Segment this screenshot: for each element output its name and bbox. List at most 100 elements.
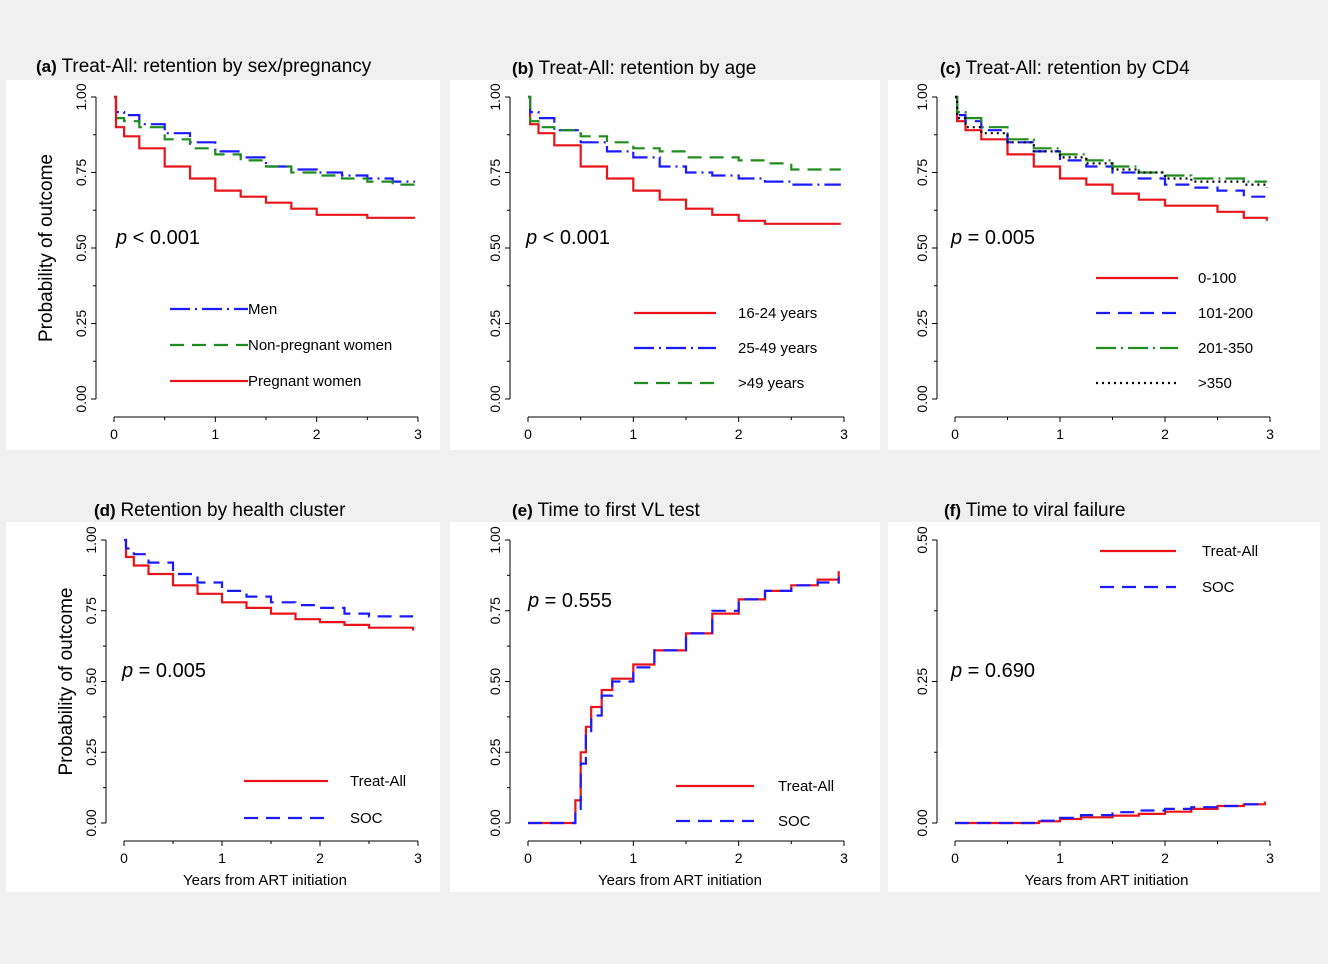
series-line-soc xyxy=(528,576,840,825)
panel-title-text: Treat-All: retention by CD4 xyxy=(966,58,1191,79)
series-line-pregnant-women xyxy=(114,95,415,219)
legend-label: Non-pregnant women xyxy=(248,337,392,354)
p-value-annotation: p < 0.001 xyxy=(525,227,610,249)
panel-a: 0.00 0.25 0.50 0.75 1.00 0 1 2 3 (a) Treat-All: r… xyxy=(6,56,440,450)
x-tick-label: 2 xyxy=(735,426,743,442)
series-line--350 xyxy=(955,95,1268,188)
x-tick-label: 1 xyxy=(1056,426,1064,442)
y-tick-label: 0.25 xyxy=(73,310,89,337)
legend-label: SOC xyxy=(1202,579,1235,596)
x-tick-label: 0 xyxy=(110,426,118,442)
x-tick-label: 3 xyxy=(1266,426,1274,442)
plot-area xyxy=(450,80,880,450)
panel-label: (e) xyxy=(512,501,538,520)
x-tick-label: 1 xyxy=(211,426,219,442)
panel-title-text: Time to first VL test xyxy=(538,500,701,521)
x-axis-title: Years from ART initiation xyxy=(1025,872,1189,889)
y-tick-label: 0.25 xyxy=(487,738,503,765)
y-tick-label: 1.00 xyxy=(73,83,89,110)
legend-label: 201-350 xyxy=(1198,340,1253,357)
panel-d: 0.00 0.25 0.50 0.75 1.00 0 1 2 3 (d) Retention by… xyxy=(6,500,440,892)
x-axis-title: Years from ART initiation xyxy=(183,872,347,889)
legend-label: 25-49 years xyxy=(738,340,817,357)
x-tick-label: 3 xyxy=(414,426,422,442)
x-tick-label: 2 xyxy=(1161,426,1169,442)
y-tick-label: 0.25 xyxy=(914,310,930,337)
p-value: = 0.555 xyxy=(539,590,612,612)
y-tick-label: 0.00 xyxy=(83,809,99,836)
p-value-annotation: p < 0.001 xyxy=(115,227,200,249)
series-line-soc xyxy=(955,803,1266,825)
panel-c: 0.00 0.25 0.50 0.75 1.00 0 1 2 3 (c) Treat-All: r… xyxy=(888,58,1320,450)
y-tick-label: 0.50 xyxy=(914,234,930,261)
p-value-annotation: p = 0.690 xyxy=(950,660,1035,682)
p-value: = 0.005 xyxy=(133,660,206,682)
x-tick-label: 2 xyxy=(1161,850,1169,866)
legend-label: SOC xyxy=(350,810,383,827)
p-value-annotation: p = 0.005 xyxy=(121,660,206,682)
legend-label: SOC xyxy=(778,813,811,830)
legend-label: Pregnant women xyxy=(248,373,361,390)
legend-label: Treat-All xyxy=(778,778,834,795)
plot-area xyxy=(450,522,880,892)
series-line-25-49-years xyxy=(528,95,841,186)
y-tick-label: 1.00 xyxy=(83,526,99,553)
panel-title-text: Retention by health cluster xyxy=(120,500,346,521)
x-tick-label: 0 xyxy=(524,850,532,866)
y-tick-label: 0.75 xyxy=(487,159,503,186)
series-line-men xyxy=(114,95,415,183)
p-value: = 0.005 xyxy=(962,227,1035,249)
y-axis-title: Probability of outcome xyxy=(56,588,77,776)
series-line-201-350 xyxy=(955,95,1267,183)
y-tick-label: 1.00 xyxy=(914,83,930,110)
p-value-annotation: p = 0.005 xyxy=(950,227,1035,249)
panel-title: (d) Retention by health cluster xyxy=(94,500,346,521)
y-tick-label: 0.00 xyxy=(914,809,930,836)
panel-label: (b) xyxy=(512,59,538,78)
x-tick-label: 0 xyxy=(524,426,532,442)
x-tick-label: 1 xyxy=(629,426,637,442)
y-tick-label: 0.50 xyxy=(914,526,930,553)
y-tick-label: 0.50 xyxy=(83,668,99,695)
p-value-annotation: p = 0.555 xyxy=(527,590,612,612)
plot-area xyxy=(888,80,1320,450)
y-tick-label: 0.00 xyxy=(487,385,503,412)
panel-label: (f) xyxy=(944,501,966,520)
panel-title-text: Treat-All: retention by sex/pregnancy xyxy=(62,56,372,77)
panel-title: (c) Treat-All: retention by CD4 xyxy=(940,58,1190,79)
p-value: < 0.001 xyxy=(127,227,200,249)
panel-title: (b) Treat-All: retention by age xyxy=(512,58,756,79)
legend-label: Men xyxy=(248,301,277,318)
legend-label: >350 xyxy=(1198,375,1232,392)
x-tick-label: 2 xyxy=(316,850,324,866)
y-tick-label: 0.00 xyxy=(73,385,89,412)
y-axis-title: Probability of outcome xyxy=(36,154,57,342)
panel-f: 0.00 0.25 0.50 0 1 2 3 (f) Time to viral failur… xyxy=(888,500,1320,892)
panel-title: (e) Time to first VL test xyxy=(512,500,700,521)
plot-area xyxy=(888,522,1320,892)
y-tick-label: 0.25 xyxy=(914,668,930,695)
x-tick-label: 2 xyxy=(313,426,321,442)
legend-label: Treat-All xyxy=(1202,543,1258,560)
legend-label: 16-24 years xyxy=(738,305,817,322)
series-line-treat-all xyxy=(124,538,415,631)
p-symbol: p xyxy=(121,660,133,682)
y-tick-label: 1.00 xyxy=(487,83,503,110)
p-symbol: p xyxy=(525,227,537,249)
x-tick-label: 3 xyxy=(1266,850,1274,866)
legend-label: Treat-All xyxy=(350,773,406,790)
x-tick-label: 1 xyxy=(1056,850,1064,866)
y-tick-label: 0.75 xyxy=(914,159,930,186)
y-tick-label: 0.50 xyxy=(487,668,503,695)
x-tick-label: 3 xyxy=(840,850,848,866)
panel-title-text: Treat-All: retention by age xyxy=(538,58,756,79)
x-tick-label: 3 xyxy=(840,426,848,442)
p-symbol: p xyxy=(950,660,962,682)
panel-title-text: Time to viral failure xyxy=(966,500,1126,521)
legend-label: 0-100 xyxy=(1198,270,1236,287)
y-tick-label: 0.75 xyxy=(83,597,99,624)
x-tick-label: 0 xyxy=(120,850,128,866)
panel-b: 0.00 0.25 0.50 0.75 1.00 0 1 2 3 (b) Treat-All: r… xyxy=(450,58,880,450)
y-tick-label: 0.50 xyxy=(487,234,503,261)
